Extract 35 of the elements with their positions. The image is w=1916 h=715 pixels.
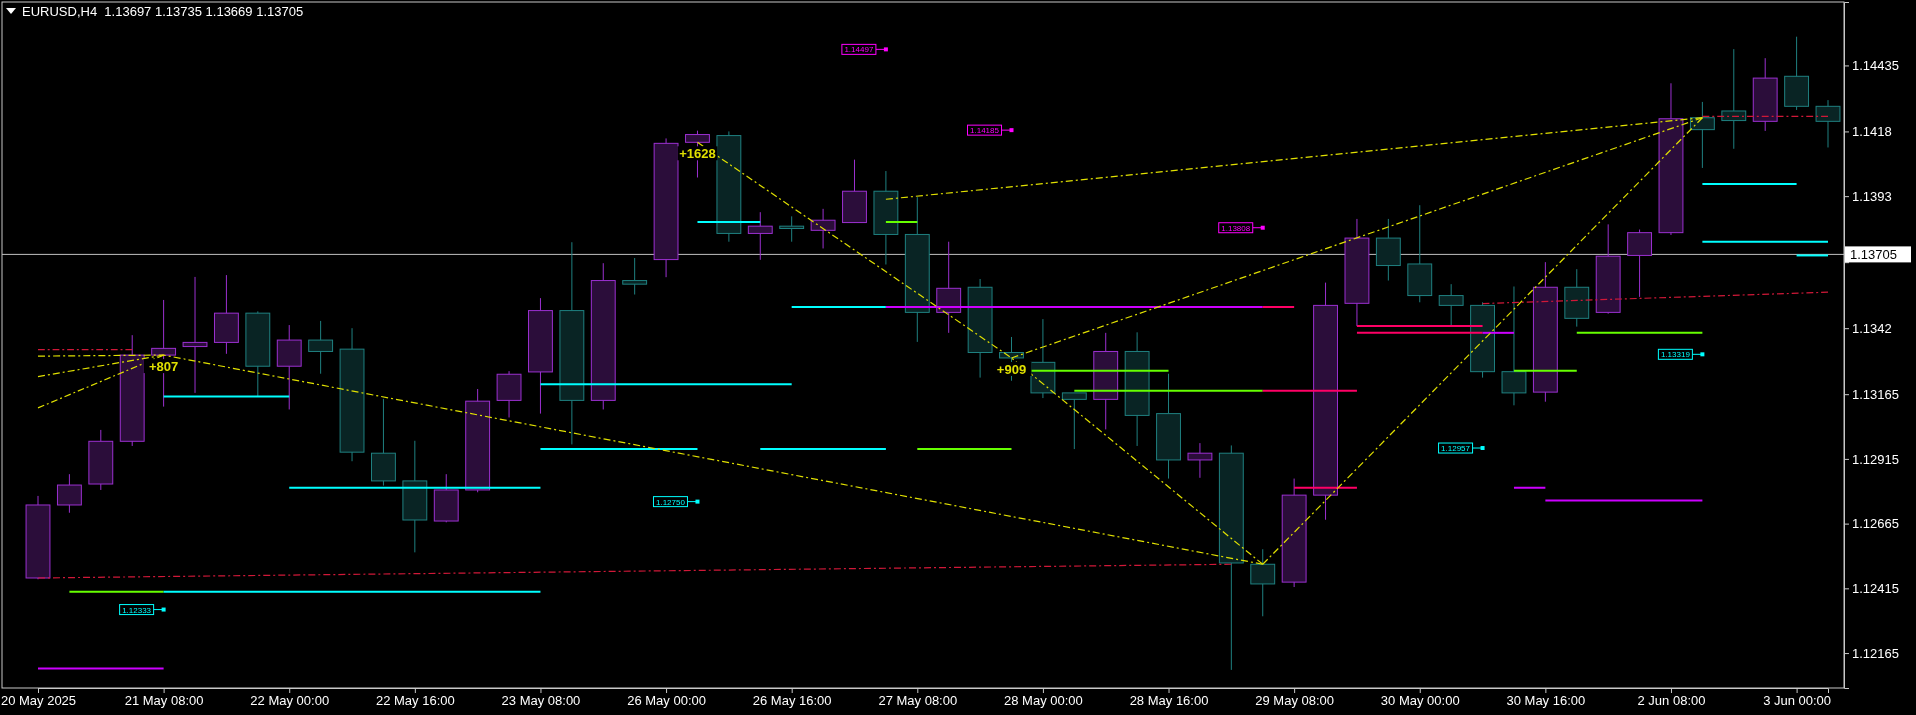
y-tick-label: 1.1342 bbox=[1852, 320, 1892, 336]
x-tick-label: 23 May 08:00 bbox=[501, 693, 581, 709]
data-label: 1.13808 bbox=[1221, 223, 1251, 233]
x-tick-label: 26 May 16:00 bbox=[752, 693, 832, 709]
x-tick-label: 28 May 00:00 bbox=[1004, 693, 1083, 709]
x-tick-label: 21 May 08:00 bbox=[124, 693, 204, 709]
x-tick-label: 26 May 00:00 bbox=[627, 693, 706, 709]
x-tick-label: 27 May 08:00 bbox=[878, 693, 958, 709]
y-tick-label: 1.12915 bbox=[1852, 451, 1899, 467]
annotation: +807 bbox=[148, 359, 179, 375]
data-label: 1.12333 bbox=[122, 605, 152, 615]
x-tick-label: 3 Jun 00:00 bbox=[1763, 693, 1832, 709]
y-tick-label: 1.13165 bbox=[1852, 386, 1899, 402]
x-tick-label: 22 May 16:00 bbox=[375, 693, 455, 709]
chart-title: EURUSD,H4 1.13697 1.13735 1.13669 1.13705 bbox=[22, 4, 304, 19]
y-tick-label: 1.12665 bbox=[1852, 516, 1899, 532]
x-tick-label: 30 May 00:00 bbox=[1380, 693, 1460, 709]
x-tick-label: 29 May 08:00 bbox=[1255, 693, 1335, 709]
y-tick-label: 1.1393 bbox=[1852, 188, 1892, 204]
y-tick-label: 1.1418 bbox=[1852, 124, 1892, 140]
x-tick-label: 2 Jun 08:00 bbox=[1637, 693, 1706, 709]
annotation: +1628 bbox=[679, 146, 716, 162]
x-tick-label: 20 May 2025 bbox=[0, 693, 77, 709]
data-label: 1.14497 bbox=[844, 45, 874, 55]
data-label: 1.13319 bbox=[1660, 350, 1691, 360]
y-tick-label: 1.12165 bbox=[1852, 645, 1899, 661]
x-tick-label: 22 May 00:00 bbox=[250, 693, 330, 709]
x-tick-label: 30 May 16:00 bbox=[1506, 693, 1586, 709]
y-tick-label: 1.14435 bbox=[1852, 58, 1899, 74]
data-label: 1.12957 bbox=[1441, 444, 1471, 454]
ref-line-label: 1.13705 bbox=[1850, 247, 1897, 263]
y-tick-label: 1.12415 bbox=[1852, 581, 1899, 596]
x-tick-label: 28 May 16:00 bbox=[1129, 693, 1209, 709]
data-label: 1.12750 bbox=[656, 497, 686, 507]
data-label: 1.14185 bbox=[970, 126, 1000, 136]
